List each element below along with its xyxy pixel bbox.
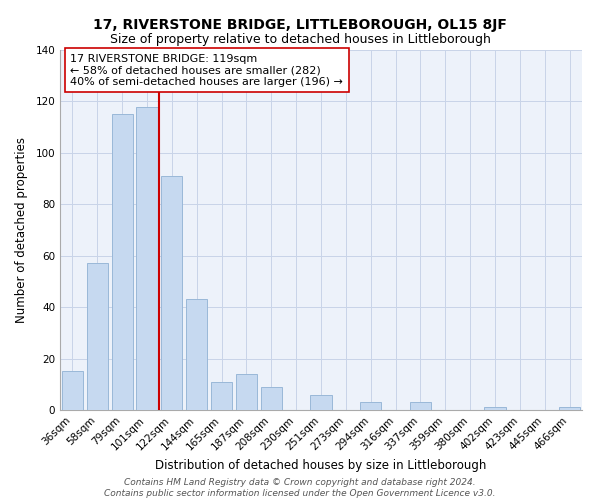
Text: 17, RIVERSTONE BRIDGE, LITTLEBOROUGH, OL15 8JF: 17, RIVERSTONE BRIDGE, LITTLEBOROUGH, OL… — [93, 18, 507, 32]
Bar — [559, 408, 580, 410]
Bar — [62, 372, 83, 410]
Bar — [484, 408, 506, 410]
Bar — [112, 114, 133, 410]
Bar — [161, 176, 182, 410]
Bar — [410, 402, 431, 410]
Bar — [261, 387, 282, 410]
Bar — [310, 394, 332, 410]
Text: Size of property relative to detached houses in Littleborough: Size of property relative to detached ho… — [110, 32, 490, 46]
Bar — [360, 402, 381, 410]
Bar — [87, 264, 108, 410]
Text: 17 RIVERSTONE BRIDGE: 119sqm
← 58% of detached houses are smaller (282)
40% of s: 17 RIVERSTONE BRIDGE: 119sqm ← 58% of de… — [70, 54, 343, 87]
X-axis label: Distribution of detached houses by size in Littleborough: Distribution of detached houses by size … — [155, 458, 487, 471]
Bar — [136, 106, 158, 410]
Bar — [186, 300, 207, 410]
Text: Contains HM Land Registry data © Crown copyright and database right 2024.
Contai: Contains HM Land Registry data © Crown c… — [104, 478, 496, 498]
Y-axis label: Number of detached properties: Number of detached properties — [16, 137, 28, 323]
Bar — [236, 374, 257, 410]
Bar — [211, 382, 232, 410]
